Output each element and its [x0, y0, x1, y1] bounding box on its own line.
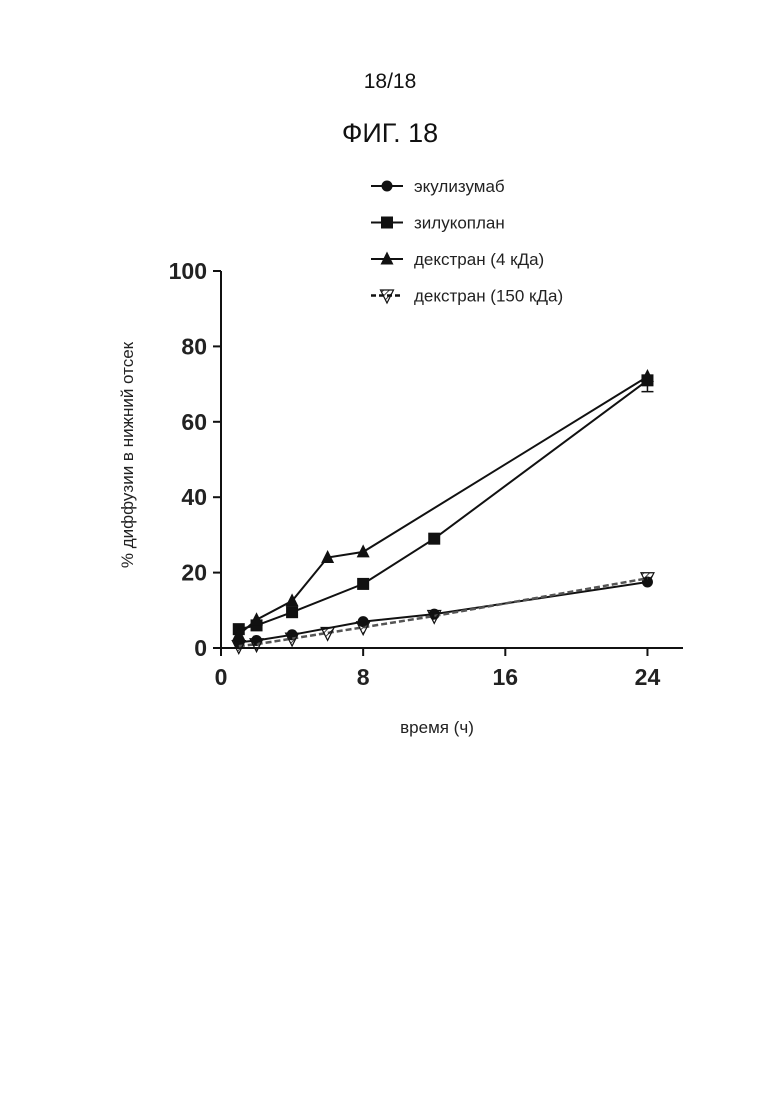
legend-marker	[382, 181, 393, 192]
series-line	[239, 377, 648, 635]
axes: 0 20 40 60 80 100 0 8 16 24	[169, 258, 683, 690]
y-tick-label: 100	[169, 258, 207, 284]
x-axis-title: время (ч)	[400, 718, 474, 737]
legend-item: декстран (150 кДа)	[371, 287, 563, 306]
legend-label: зилукоплан	[414, 214, 505, 233]
legend-label: экулизумаб	[414, 177, 505, 196]
y-tick-label: 0	[194, 635, 207, 661]
data-point	[428, 533, 440, 545]
legend: экулизумаб зилукоплан декстран (4 кДа) декс…	[371, 177, 563, 306]
x-tick-label: 0	[215, 664, 228, 690]
legend-label: декстран (150 кДа)	[414, 287, 563, 306]
y-tick-label: 80	[181, 333, 207, 359]
legend-item: декстран (4 кДа)	[371, 250, 544, 269]
y-tick-label: 20	[181, 560, 207, 586]
data-point	[357, 578, 369, 590]
data-point	[286, 606, 298, 618]
legend-marker	[381, 217, 393, 229]
data-point	[250, 612, 263, 625]
series-2	[232, 369, 654, 640]
legend-item: зилукоплан	[371, 214, 505, 233]
series-layer	[232, 369, 654, 654]
x-tick-label: 16	[493, 664, 519, 690]
data-point	[357, 544, 370, 557]
legend-item: экулизумаб	[371, 177, 505, 196]
y-tick-label: 40	[181, 484, 207, 510]
y-axis-title: % диффузии в нижний отсек	[118, 341, 137, 568]
x-tick-label: 24	[635, 664, 661, 690]
x-tick-label: 8	[357, 664, 370, 690]
y-tick-label: 60	[181, 409, 207, 435]
legend-label: декстран (4 кДа)	[414, 250, 544, 269]
